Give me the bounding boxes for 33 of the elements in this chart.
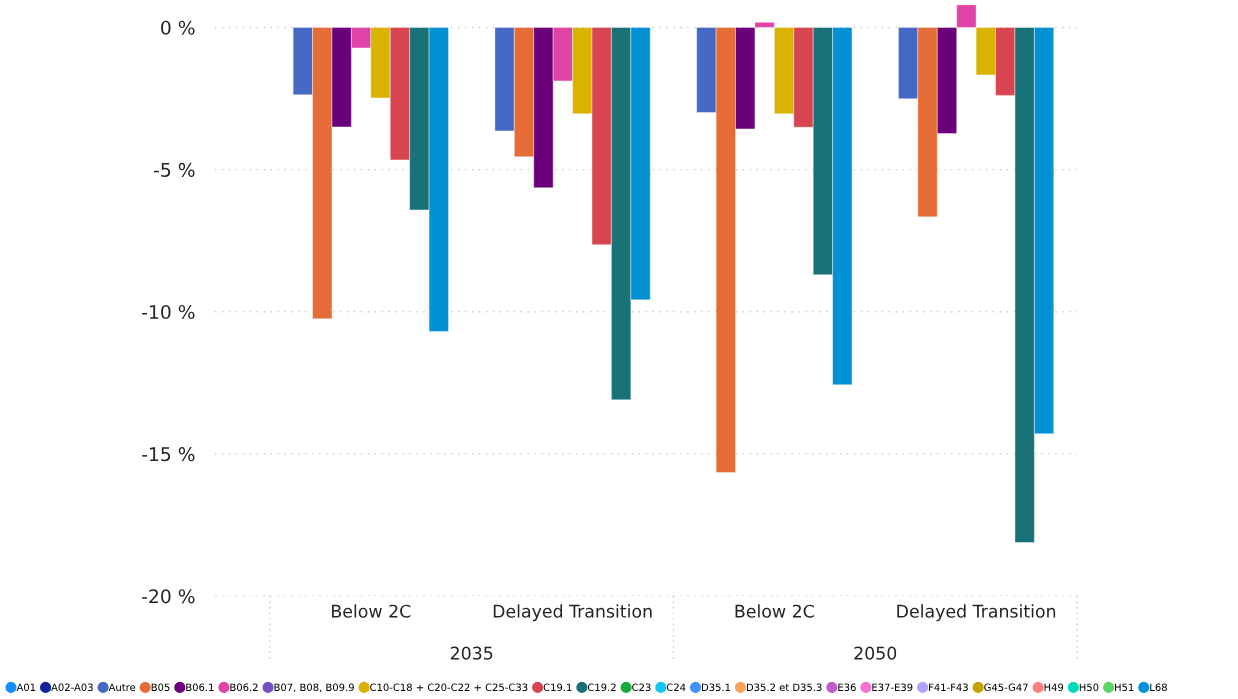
legend-label: D35.1 bbox=[702, 683, 731, 692]
legend-label: E37-E39 bbox=[872, 683, 913, 692]
legend-label: Autre bbox=[108, 683, 136, 692]
legend-label: D35.2 et D35.3 bbox=[746, 683, 822, 692]
legend-label: C19.1 bbox=[543, 683, 572, 692]
legend-label: A02-A03 bbox=[51, 683, 93, 692]
legend-label: A01 bbox=[16, 683, 36, 692]
legend-label: G45-G47 bbox=[984, 683, 1028, 692]
legend-label: B05 bbox=[151, 683, 170, 692]
text: 2035 bbox=[450, 646, 493, 660]
legend-label: C19.2 bbox=[587, 683, 616, 692]
legend-label: C23 bbox=[632, 683, 651, 692]
legend-label: B06.1 bbox=[186, 683, 214, 692]
legend-label: F41-F43 bbox=[929, 683, 968, 692]
text: 2050 bbox=[854, 646, 897, 660]
legend-label: H51 bbox=[1115, 683, 1134, 692]
y-tick-label: -15 % bbox=[142, 447, 195, 462]
legend-label: H49 bbox=[1044, 683, 1064, 692]
x-tick-label: Below 2C bbox=[735, 604, 814, 618]
legend-label: C24 bbox=[666, 683, 686, 692]
y-tick-label: -5 % bbox=[154, 162, 195, 177]
y-tick-label: -20 % bbox=[142, 589, 195, 604]
legend-label: B07, B08, B09.9 bbox=[274, 683, 354, 693]
x-tick-label: Below 2C bbox=[332, 604, 411, 618]
legend-label: L68 bbox=[1150, 683, 1167, 692]
x-tick-label: Delayed Transition bbox=[897, 604, 1056, 622]
legend-label: C10-C18 + C20-C22 + C25-C33 bbox=[370, 683, 528, 692]
legend-label: E36 bbox=[838, 683, 856, 692]
y-tick-label: -10 % bbox=[142, 304, 195, 320]
x-tick-label: Delayed Transition bbox=[493, 604, 652, 622]
legend-label: H50 bbox=[1079, 683, 1099, 692]
y-tick-label: 0 % bbox=[161, 20, 195, 35]
legend-label: B06.2 bbox=[230, 683, 258, 692]
